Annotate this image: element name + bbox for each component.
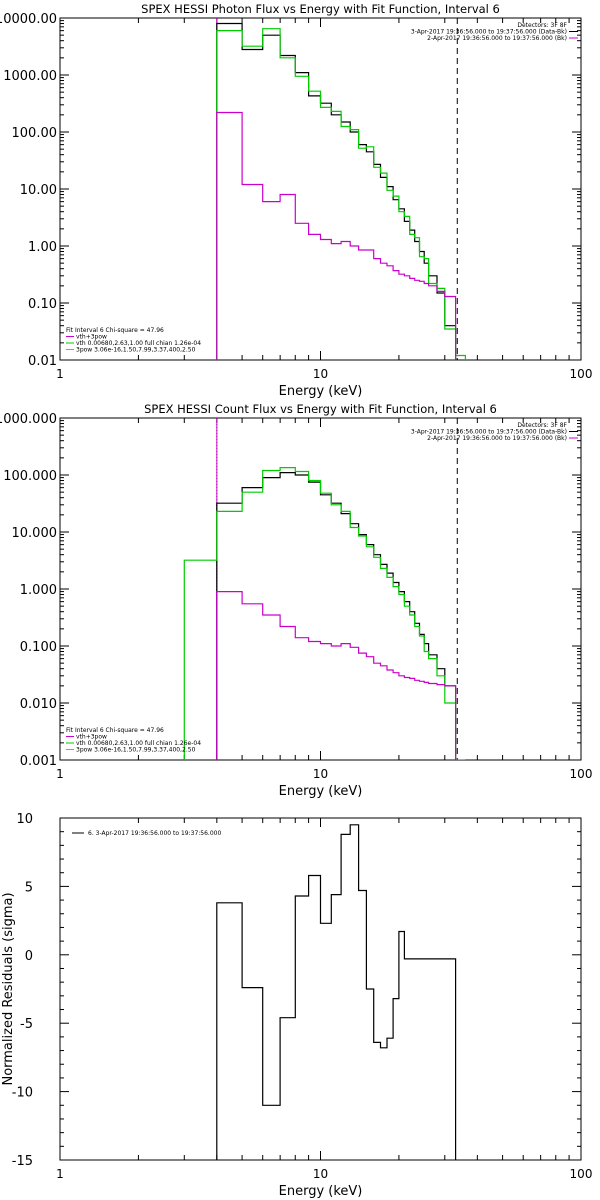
legend-bottom-entry: 3pow 3.06e-16,1.50,7.99,3.37,400,2.50 bbox=[76, 747, 196, 754]
y-tick-label: 0.100 bbox=[20, 640, 57, 655]
legend-bottom-entry: vth 0.00680,2.63,1.00 full chian 1.26e-0… bbox=[76, 740, 201, 747]
x-tick-label: 1 bbox=[56, 767, 64, 781]
series-line-vth-3pow bbox=[183, 28, 466, 360]
y-tick-label: 1.00 bbox=[28, 240, 57, 255]
y-tick-label: 0.01 bbox=[28, 354, 57, 369]
series-group bbox=[216, 824, 457, 1160]
x-axis-label: Energy (keV) bbox=[279, 784, 363, 799]
y-tick-label: 10.00 bbox=[20, 183, 57, 198]
x-axis-label: Energy (keV) bbox=[279, 1184, 363, 1199]
y-tick-label: 1.000 bbox=[20, 583, 57, 598]
y-tick-label: 5 bbox=[25, 880, 33, 895]
legend-bottom-entry: vth+3pow bbox=[76, 334, 107, 341]
legend-bottom-entry: Fit Interval 6 Chi-square = 47.96 bbox=[66, 727, 164, 734]
x-axis-label: Energy (keV) bbox=[279, 384, 363, 399]
series-group bbox=[183, 467, 466, 760]
legend-top-entry: 2-Apr-2017 19:36:56.000 to 19:37:56.000 … bbox=[427, 35, 567, 42]
legend-top-entry: 3-Apr-2017 19:36:56.000 to 19:37:56.000 … bbox=[411, 429, 567, 436]
legend-entry: 6. 3-Apr-2017 19:36:56.000 to 19:37:56.0… bbox=[88, 830, 221, 837]
chart-panel-2: SPEX HESSI Count Flux vs Energy with Fit… bbox=[0, 402, 592, 799]
x-tick-label: 100 bbox=[570, 767, 593, 781]
legend-bottom-entry: 3pow 3.06e-16,1.50,7.99,3.37,400,2.50 bbox=[76, 347, 196, 354]
x-tick-label: 10 bbox=[313, 1167, 328, 1181]
y-tick-label: 1000.000 bbox=[0, 412, 57, 427]
x-tick-label: 100 bbox=[570, 367, 593, 381]
y-tick-label: 0 bbox=[25, 949, 33, 964]
series-line-vth-3pow bbox=[183, 467, 466, 760]
legend-bottom-entry: vth+3pow bbox=[76, 734, 107, 741]
y-tick-label: 10000.00 bbox=[0, 12, 57, 27]
y-tick-label: 10.000 bbox=[12, 526, 58, 541]
series-line-data-bk bbox=[183, 22, 466, 360]
y-tick-label: 0.10 bbox=[28, 297, 57, 312]
legend-bottom-entry: Fit Interval 6 Chi-square = 47.96 bbox=[66, 327, 164, 334]
legend-top-entry: Detectors: 3F 8F bbox=[517, 422, 567, 429]
legend-bottom-entry: vth 0.00680,2.63,1.00 full chian 1.26e-0… bbox=[76, 340, 201, 347]
x-tick-label: 10 bbox=[313, 367, 328, 381]
legend-top-entry: 2-Apr-2017 19:36:56.000 to 19:37:56.000 … bbox=[427, 435, 567, 442]
y-tick-label: 1000.00 bbox=[3, 69, 57, 84]
y-tick-label: 0.010 bbox=[20, 697, 57, 712]
chart-panel-3: 1 10 100 Energy (keV) -15 -10 -5 0 5 10 Normalized… bbox=[1, 812, 592, 1199]
legend-top-entry: 3-Apr-2017 19:36:56.000 to 19:37:56.000 … bbox=[411, 29, 567, 36]
axes-frame bbox=[59, 417, 582, 761]
y-tick-label: -15 bbox=[12, 1154, 33, 1169]
chart-panel-1: SPEX HESSI Photon Flux vs Energy with Fi… bbox=[0, 2, 592, 399]
x-tick-label: 10 bbox=[313, 767, 328, 781]
chart-title: SPEX HESSI Count Flux vs Energy with Fit… bbox=[144, 402, 497, 416]
series-line-bk bbox=[216, 591, 457, 760]
legend-top-entry: Detectors: 3F 8F bbox=[517, 22, 567, 29]
axes-frame bbox=[59, 17, 582, 361]
y-tick-label: 0.001 bbox=[20, 754, 57, 769]
chart-title: SPEX HESSI Photon Flux vs Energy with Fi… bbox=[141, 2, 500, 16]
y-axis-label: Normalized Residuals (sigma) bbox=[1, 892, 16, 1085]
x-tick-label: 1 bbox=[56, 1167, 64, 1181]
axes-frame bbox=[59, 817, 582, 1161]
y-tick-label: 100.00 bbox=[12, 126, 58, 141]
y-tick-label: 10 bbox=[16, 812, 33, 827]
y-tick-label: 100.000 bbox=[3, 469, 57, 484]
x-tick-label: 1 bbox=[56, 367, 64, 381]
y-tick-label: -5 bbox=[20, 1017, 33, 1032]
series-line-bk bbox=[216, 111, 457, 360]
series-group bbox=[183, 22, 466, 360]
series-line-6-3-apr-2017-19-36-56-000-to-19-37-56-000 bbox=[216, 824, 457, 1160]
series-line-data-bk bbox=[183, 472, 466, 760]
x-tick-label: 100 bbox=[570, 1167, 593, 1181]
y-tick-label: -10 bbox=[12, 1086, 33, 1101]
